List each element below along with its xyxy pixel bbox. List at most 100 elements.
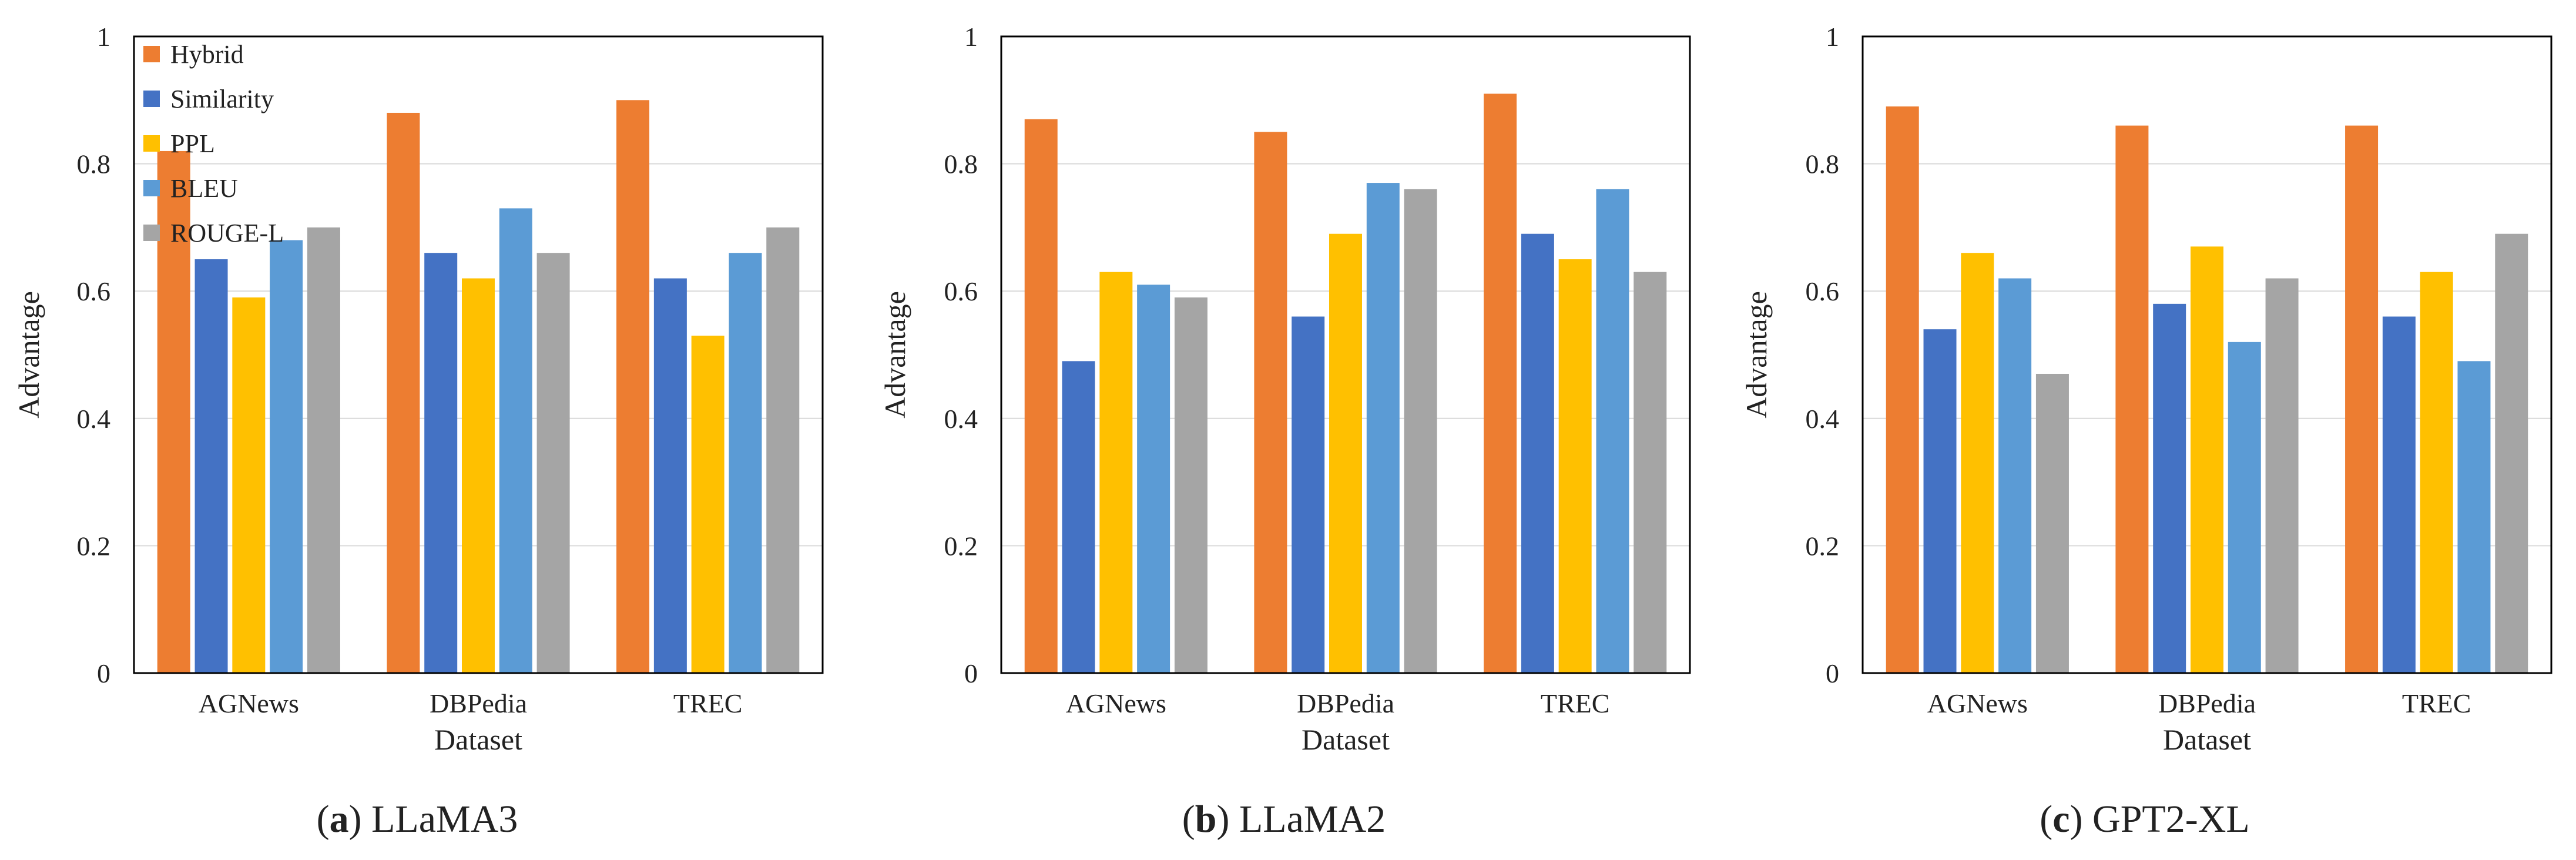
bar-rouge-l	[1174, 297, 1208, 673]
chart-panel-a: 0 0.2 0.4 0.6 0.8 1 AGNews DBPedia TREC Dataset Ad…	[12, 22, 824, 841]
bar-hybrid	[1886, 106, 1919, 673]
bar-bleu	[1596, 189, 1629, 673]
bar-bleu	[2228, 342, 2261, 673]
bar-similarity	[2153, 303, 2186, 673]
x-tick-label: AGNews	[199, 688, 299, 718]
bar-rouge-l	[1634, 272, 1667, 674]
legend-label: Hybrid	[170, 40, 244, 69]
bar-hybrid	[157, 150, 190, 673]
x-tick-label: AGNews	[1066, 688, 1166, 718]
legend-swatch-ppl	[143, 135, 160, 152]
bar-similarity	[653, 278, 687, 673]
legend-swatch-hybrid	[143, 46, 160, 62]
caption-paren-open: (	[317, 798, 330, 841]
legend-label: Similarity	[170, 85, 274, 113]
x-axis-title: Dataset	[434, 723, 522, 756]
caption-paren-open: (	[2040, 798, 2052, 841]
y-tick-label: 0.2	[1806, 531, 1840, 561]
y-tick-label: 0	[964, 658, 978, 688]
bar-ppl	[1099, 272, 1133, 674]
y-tick-label: 1	[964, 22, 978, 52]
x-tick-label: DBPedia	[430, 688, 527, 718]
caption-paren-close: )	[1216, 798, 1239, 841]
x-tick-label: TREC	[1541, 688, 1610, 718]
bar-ppl	[1961, 253, 1994, 674]
plot-frame	[1000, 35, 1691, 674]
bar-ppl	[2191, 246, 2223, 673]
bar-similarity	[194, 259, 228, 673]
bar-ppl	[2420, 272, 2453, 674]
plot-frame	[133, 35, 824, 674]
y-tick-label: 0.4	[1806, 404, 1840, 434]
y-axis-title: Advantage	[878, 291, 911, 419]
y-tick-label: 0.8	[77, 149, 111, 179]
bar-hybrid	[1024, 119, 1058, 674]
bar-ppl	[462, 278, 495, 673]
x-axis-title: Dataset	[2163, 723, 2251, 756]
legend: Hybrid Similarity PPL BLEU ROUGE-L	[143, 40, 284, 247]
bar-similarity	[1062, 361, 1095, 673]
x-tick-label: TREC	[2402, 688, 2471, 718]
y-tick-label: 0.4	[944, 404, 978, 434]
bar-similarity	[1923, 329, 1957, 673]
caption-text: LLaMA3	[371, 798, 518, 841]
bar-hybrid	[616, 100, 650, 674]
chart-panel-b: 0 0.2 0.4 0.6 0.8 1 AGNews DBPedia TREC Dataset Ad…	[878, 22, 1691, 841]
caption-letter: c	[2052, 798, 2069, 841]
x-tick-label: TREC	[673, 688, 743, 718]
x-tick-label: AGNews	[1927, 688, 2028, 718]
plot-frame	[1861, 35, 2552, 674]
bar-bleu	[1366, 183, 1400, 674]
bar-similarity	[1292, 316, 1325, 673]
caption-letter: b	[1195, 798, 1217, 841]
y-tick-label: 1	[97, 22, 110, 52]
caption-paren-open: (	[1182, 798, 1195, 841]
bar-rouge-l	[536, 253, 570, 674]
y-tick-label: 0.6	[1806, 276, 1840, 306]
bar-rouge-l	[766, 227, 800, 673]
bar-bleu	[729, 253, 762, 674]
bar-rouge-l	[2495, 233, 2528, 674]
legend-label: BLEU	[170, 174, 238, 203]
y-tick-label: 0.4	[77, 404, 111, 434]
legend-swatch-similarity	[143, 91, 160, 107]
panel-caption: (b) LLaMA2	[1182, 798, 1386, 841]
legend-label: ROUGE-L	[170, 219, 284, 247]
chart-panel-c: 0 0.2 0.4 0.6 0.8 1 AGNews DBPedia TREC Dataset Ad…	[1740, 22, 2552, 841]
bar-bleu	[2457, 361, 2491, 673]
bar-ppl	[232, 297, 266, 673]
bar-rouge-l	[1404, 189, 1437, 673]
bar-ppl	[691, 336, 724, 673]
x-tick-label: DBPedia	[2158, 688, 2256, 718]
y-tick-label: 1	[1826, 22, 1839, 52]
legend-swatch-rouge-l	[143, 225, 160, 241]
caption-text: GPT2-XL	[2092, 798, 2250, 841]
y-tick-label: 0	[97, 658, 110, 688]
caption-letter: a	[330, 798, 349, 841]
y-tick-label: 0.6	[944, 276, 978, 306]
bar-ppl	[1558, 259, 1592, 673]
y-tick-label: 0.6	[77, 276, 111, 306]
bar-bleu	[1137, 285, 1170, 673]
caption-text: LLaMA2	[1239, 798, 1386, 841]
bar-similarity	[424, 253, 458, 674]
bar-rouge-l	[2035, 373, 2069, 673]
bar-bleu	[270, 240, 303, 673]
y-tick-label: 0.2	[944, 531, 978, 561]
y-axis-title: Advantage	[1740, 291, 1773, 419]
caption-paren-close: )	[2070, 798, 2092, 841]
bar-bleu	[1998, 278, 2032, 673]
y-axis-title: Advantage	[12, 291, 45, 419]
legend-swatch-bleu	[143, 180, 160, 196]
bar-ppl	[1329, 233, 1362, 674]
y-tick-label: 0.8	[1806, 149, 1840, 179]
bar-rouge-l	[307, 227, 340, 673]
y-tick-label: 0.2	[77, 531, 111, 561]
bar-hybrid	[2345, 125, 2379, 673]
bar-bleu	[499, 208, 532, 673]
bar-hybrid	[2115, 125, 2149, 673]
bar-similarity	[2382, 316, 2416, 673]
x-tick-label: DBPedia	[1297, 688, 1394, 718]
legend-label: PPL	[170, 129, 215, 158]
